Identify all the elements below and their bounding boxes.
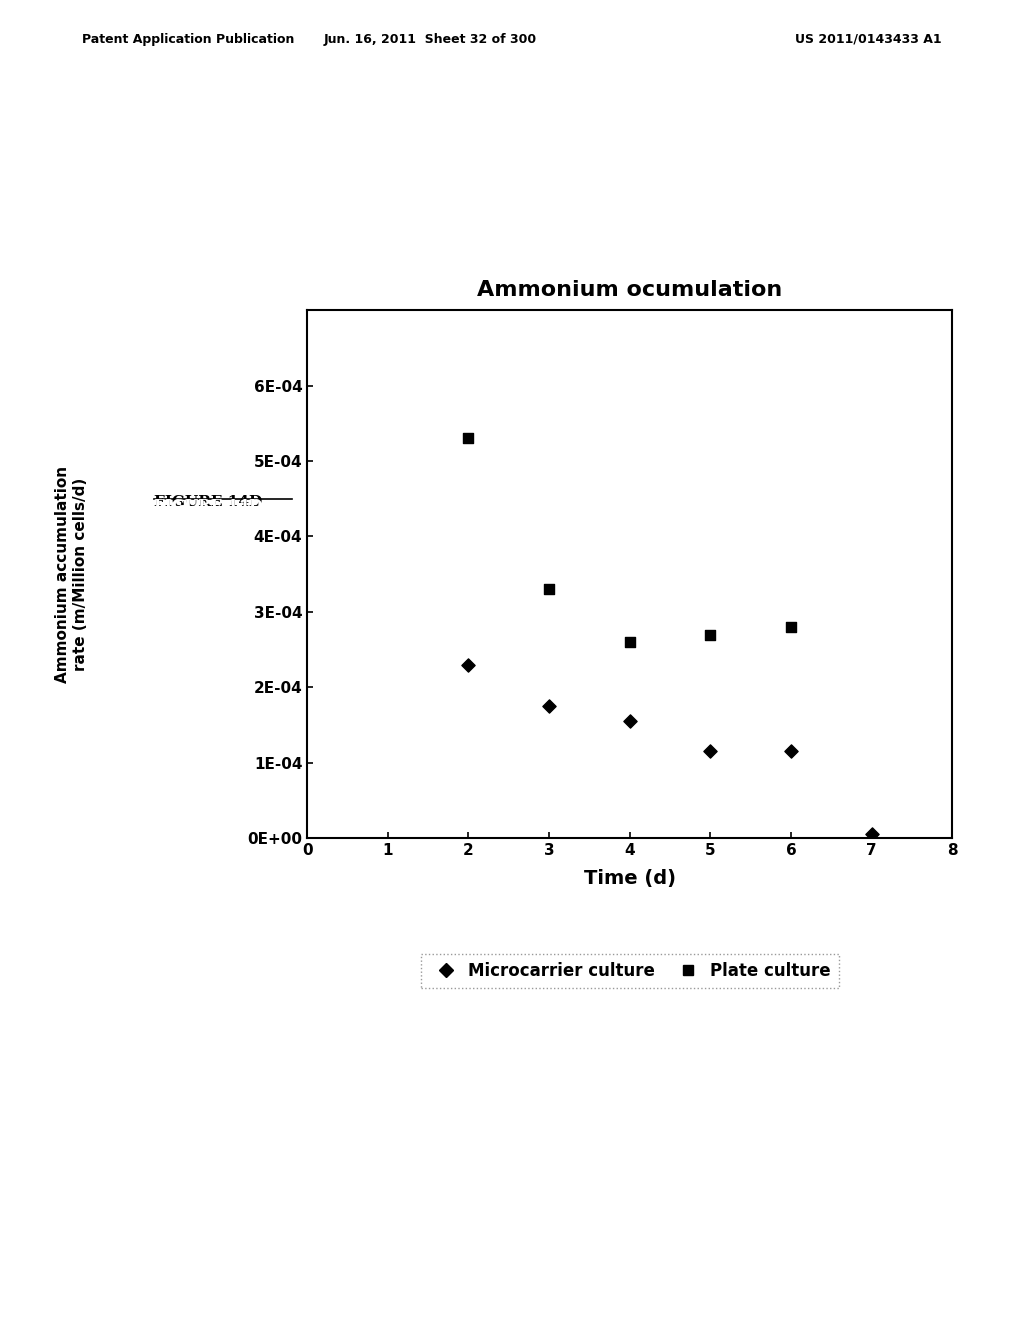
Title: Ammonium ocumulation: Ammonium ocumulation xyxy=(477,280,782,301)
Text: Patent Application Publication: Patent Application Publication xyxy=(82,33,294,46)
X-axis label: Time (d): Time (d) xyxy=(584,869,676,888)
Plate culture xyxy=(541,578,557,599)
Plate culture xyxy=(782,616,799,638)
Text: Ammonium accumulation
rate (m/Million cells/d): Ammonium accumulation rate (m/Million ce… xyxy=(55,466,88,682)
Microcarrier culture xyxy=(460,655,476,676)
Plate culture xyxy=(460,428,476,449)
Plate culture xyxy=(702,624,719,645)
Text: Jun. 16, 2011  Sheet 32 of 300: Jun. 16, 2011 Sheet 32 of 300 xyxy=(324,33,537,46)
Microcarrier culture xyxy=(782,741,799,762)
Microcarrier culture xyxy=(541,696,557,717)
Legend: Microcarrier culture, Plate culture: Microcarrier culture, Plate culture xyxy=(421,953,839,989)
Text: FIGURE 14D: FIGURE 14D xyxy=(154,495,262,510)
Microcarrier culture xyxy=(863,824,880,845)
Text: US 2011/0143433 A1: US 2011/0143433 A1 xyxy=(796,33,942,46)
Text: FIGURE 14D: FIGURE 14D xyxy=(154,499,262,513)
Plate culture xyxy=(622,631,638,652)
Microcarrier culture xyxy=(622,710,638,731)
Microcarrier culture xyxy=(702,741,719,762)
